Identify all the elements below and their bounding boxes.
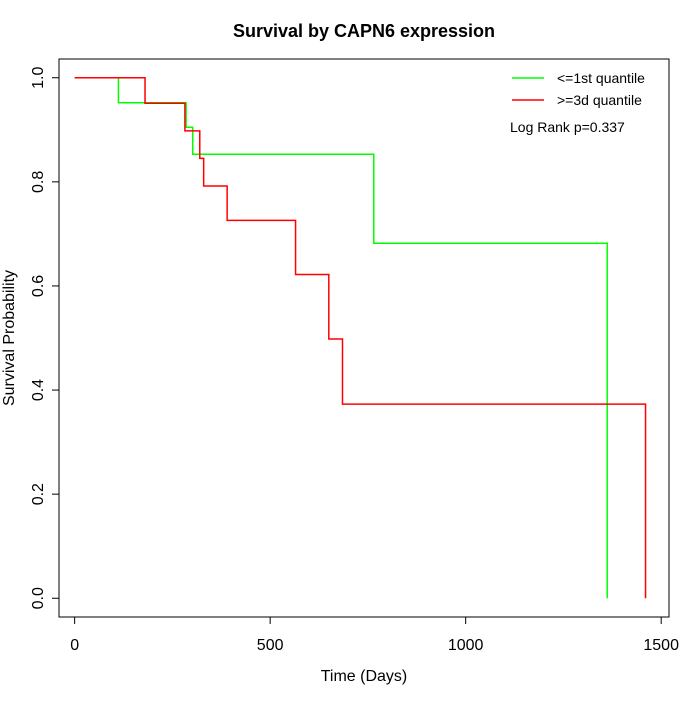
chart-title: Survival by CAPN6 expression [233, 21, 495, 41]
y-tick-label: 0.0 [30, 587, 47, 609]
x-tick-label: 500 [257, 637, 284, 654]
y-tick-label: 0.8 [30, 171, 47, 193]
series-line-high [74, 76, 647, 599]
series-line-low [74, 76, 608, 599]
y-tick-label: 0.6 [30, 275, 47, 297]
log-rank-annotation: Log Rank p=0.337 [510, 119, 625, 135]
x-tick-label: 1000 [448, 637, 484, 654]
x-tick-label: 1500 [643, 637, 679, 654]
x-tick-label: 0 [70, 637, 79, 654]
legend: <=1st quantile >=3d quantile Log Rank p=… [510, 70, 645, 135]
y-tick-label: 1.0 [30, 67, 47, 89]
y-tick-label: 0.2 [30, 483, 47, 505]
y-axis-label: Survival Probability [1, 270, 18, 406]
legend-label-low: <=1st quantile [557, 70, 645, 86]
y-tick-label: 0.4 [30, 379, 47, 401]
x-axis-label: Time (Days) [321, 668, 408, 685]
series-layer [74, 76, 647, 599]
y-axis: 0.0 0.2 0.4 0.6 0.8 1.0 [30, 67, 60, 609]
x-axis: 0 500 1000 1500 [70, 616, 679, 654]
legend-label-high: >=3d quantile [557, 92, 642, 108]
